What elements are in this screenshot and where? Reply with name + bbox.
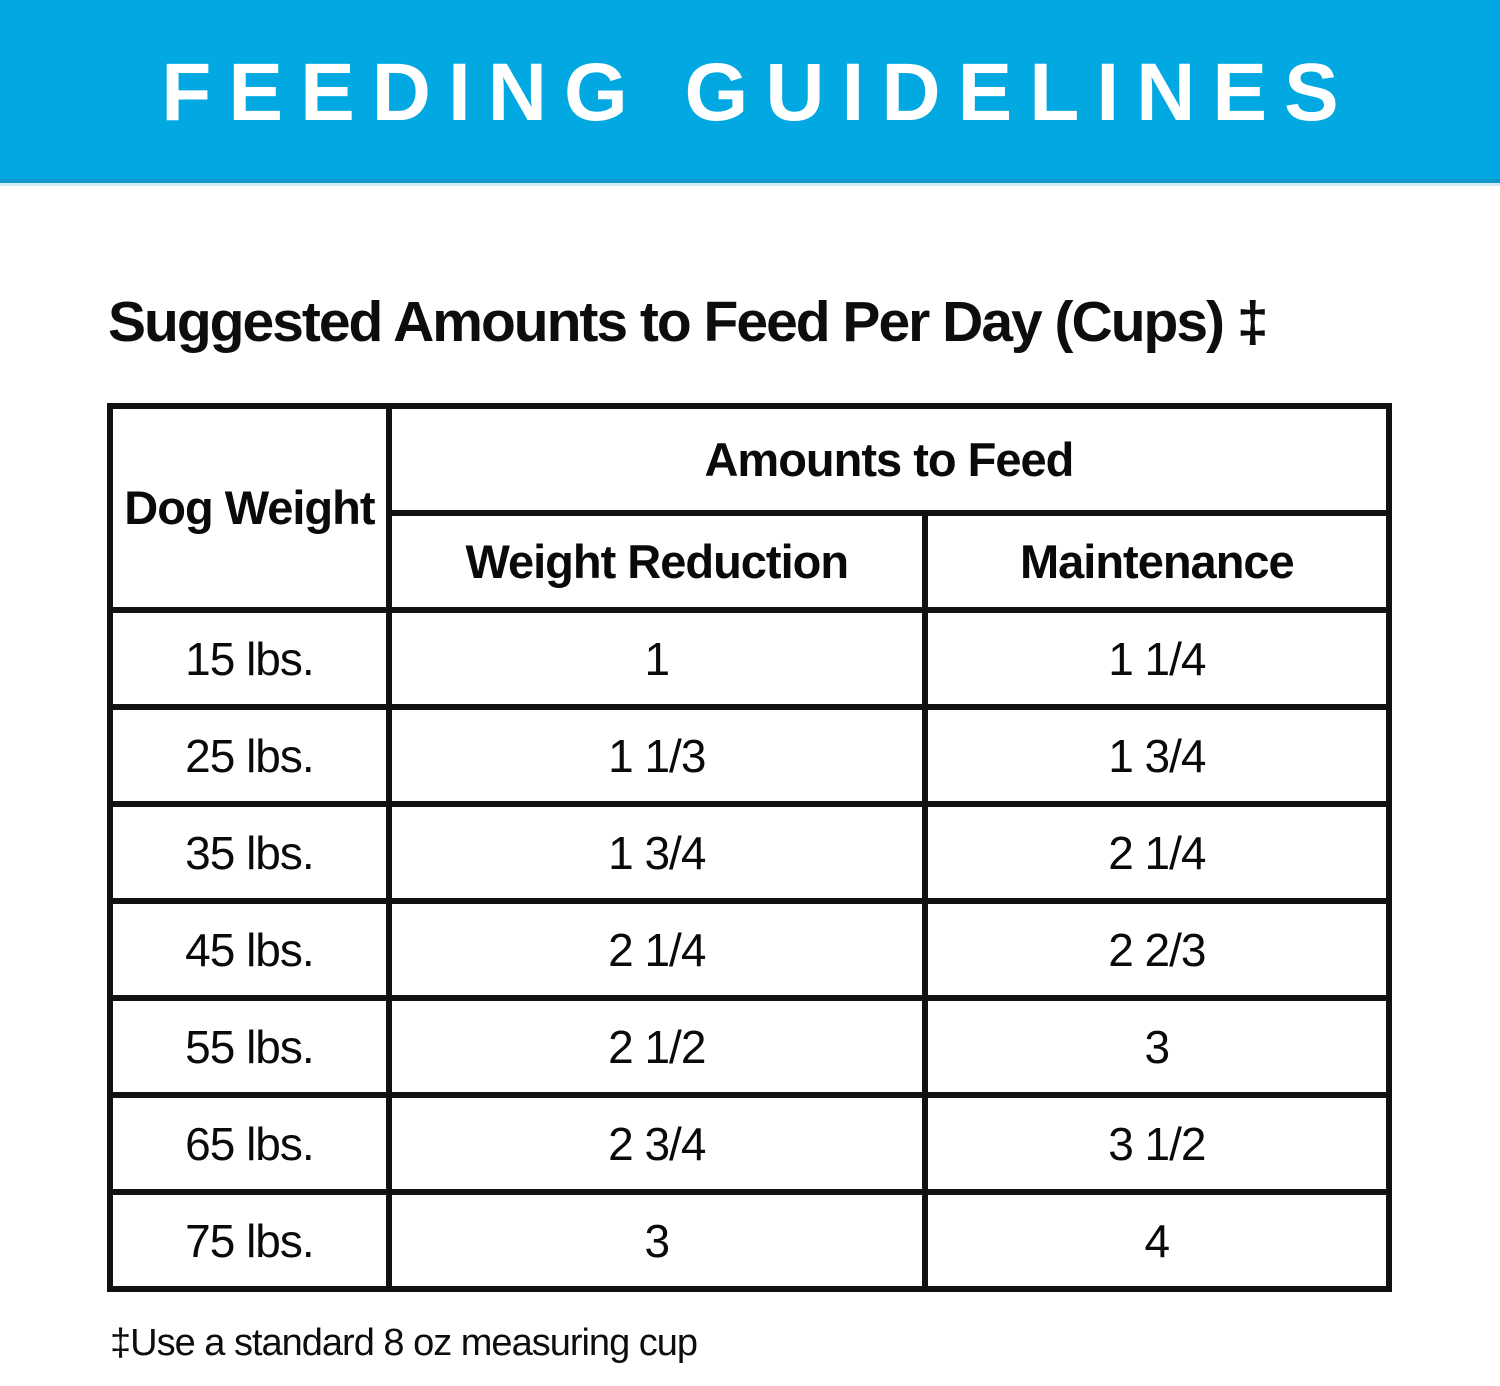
dog-weight-cell: 35 lbs. — [107, 801, 392, 904]
maintenance-cell: 3 — [921, 995, 1393, 1098]
table-body: 15 lbs. 1 1 1/4 25 lbs. 1 1/3 1 3/4 35 l… — [107, 607, 1393, 1292]
feeding-guidelines-banner: FEEDING GUIDELINES — [0, 0, 1500, 183]
table-row: 25 lbs. 1 1/3 1 3/4 — [107, 704, 1393, 807]
weight-reduction-cell: 3 — [385, 1189, 928, 1292]
table-row: 75 lbs. 3 4 — [107, 1189, 1393, 1292]
table-row: 45 lbs. 2 1/4 2 2/3 — [107, 898, 1393, 1001]
dog-weight-cell: 45 lbs. — [107, 898, 392, 1001]
table-row: 65 lbs. 2 3/4 3 1/2 — [107, 1092, 1393, 1195]
table-row: 55 lbs. 2 1/2 3 — [107, 995, 1393, 1098]
dog-weight-cell: 75 lbs. — [107, 1189, 392, 1292]
column-header-dog-weight: Dog Weight — [107, 403, 392, 613]
dog-weight-cell: 55 lbs. — [107, 995, 392, 1098]
weight-reduction-cell: 1 1/3 — [385, 704, 928, 807]
maintenance-cell: 2 1/4 — [921, 801, 1393, 904]
table-row: 15 lbs. 1 1 1/4 — [107, 607, 1393, 710]
weight-reduction-cell: 2 3/4 — [385, 1092, 928, 1195]
weight-reduction-cell: 2 1/2 — [385, 995, 928, 1098]
section-heading: Suggested Amounts to Feed Per Day (Cups)… — [108, 290, 1269, 354]
table-header: Dog Weight Amounts to Feed Weight Reduct… — [107, 403, 1393, 613]
dog-weight-cell: 15 lbs. — [107, 607, 392, 710]
banner-title: FEEDING GUIDELINES — [161, 46, 1356, 138]
maintenance-cell: 1 3/4 — [921, 704, 1393, 807]
feeding-amounts-table: Dog Weight Amounts to Feed Weight Reduct… — [107, 403, 1393, 1292]
column-header-maintenance: Maintenance — [921, 510, 1393, 613]
column-header-weight-reduction: Weight Reduction — [385, 510, 928, 613]
weight-reduction-cell: 2 1/4 — [385, 898, 928, 1001]
dog-weight-cell: 25 lbs. — [107, 704, 392, 807]
table-row: 35 lbs. 1 3/4 2 1/4 — [107, 801, 1393, 904]
column-group-header-amounts-to-feed: Amounts to Feed — [385, 403, 1393, 516]
measuring-cup-footnote: ‡Use a standard 8 oz measuring cup — [110, 1322, 698, 1364]
maintenance-cell: 2 2/3 — [921, 898, 1393, 1001]
dog-weight-cell: 65 lbs. — [107, 1092, 392, 1195]
maintenance-cell: 1 1/4 — [921, 607, 1393, 710]
maintenance-cell: 3 1/2 — [921, 1092, 1393, 1195]
maintenance-cell: 4 — [921, 1189, 1393, 1292]
weight-reduction-cell: 1 3/4 — [385, 801, 928, 904]
weight-reduction-cell: 1 — [385, 607, 928, 710]
